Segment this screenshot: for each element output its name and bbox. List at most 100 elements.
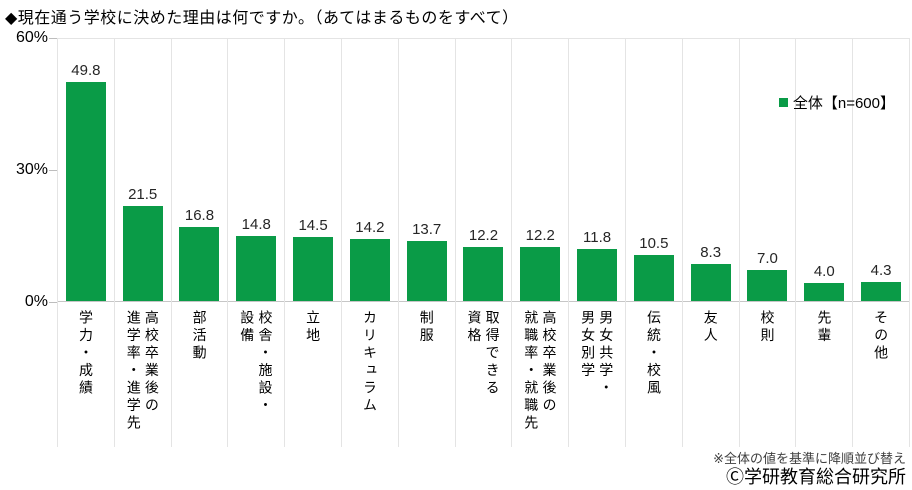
category-label-zone: 高校卒業後の 進学率・進学先 <box>115 302 171 446</box>
bar <box>293 237 334 301</box>
category-label-zone: カリキュラム <box>342 302 398 446</box>
category-column: 12.2 取得できる 資格 <box>455 38 513 447</box>
y-tick-0 <box>49 302 57 303</box>
bar-with-value: 8.3 <box>690 244 731 301</box>
category-label-zone: 男女共学・ 男女別学 <box>569 302 625 446</box>
category-label-zone: 友人 <box>683 302 739 446</box>
category-column: 13.7 制服 <box>398 38 456 447</box>
category-label-zone: 取得できる 資格 <box>456 302 512 446</box>
category-label-zone: 制服 <box>399 302 455 446</box>
bar <box>577 249 618 301</box>
value-label: 13.7 <box>412 221 442 238</box>
y-axis-label-60: 60% <box>15 29 48 46</box>
category-column: 16.8 部活動 <box>171 38 229 447</box>
category-label: 学力・成績 <box>77 310 94 398</box>
bar-zone: 12.2 <box>512 38 569 302</box>
bar-with-value: 12.2 <box>520 227 561 301</box>
bar <box>463 247 504 301</box>
category-column: 14.2 カリキュラム <box>341 38 399 447</box>
legend-label: 全体【n=600】 <box>792 95 895 112</box>
bar-zone: 13.7 <box>398 38 455 302</box>
category-column: 14.8 校舎・施設・ 設備 <box>228 38 286 447</box>
bar-zone: 14.5 <box>285 38 341 302</box>
bar <box>520 247 561 301</box>
bar <box>179 227 220 301</box>
category-label-zone: 立地 <box>285 302 341 446</box>
bar-with-value: 13.7 <box>406 221 447 301</box>
category-label: 部活動 <box>191 310 208 363</box>
value-label: 14.5 <box>298 217 328 234</box>
bar-zone: 4.0 <box>796 38 853 302</box>
bar-with-value: 4.0 <box>804 263 845 301</box>
category-label-zone: 校則 <box>740 302 796 446</box>
y-tick-60 <box>49 38 57 39</box>
category-column: 14.5 立地 <box>285 38 342 447</box>
bar <box>861 282 902 301</box>
bar <box>406 241 447 301</box>
category-label-zone: 高校卒業後の 就職率・就職先 <box>512 302 568 446</box>
category-label: 高校卒業後の 就職率・就職先 <box>523 310 558 433</box>
copyright-text: Ⓒ学研教育総合研究所 <box>726 467 906 487</box>
category-label-zone: 先輩 <box>796 302 852 446</box>
bar-zone: 11.8 <box>569 38 625 302</box>
bar-with-value: 49.8 <box>65 62 106 301</box>
category-label-zone: 部活動 <box>172 302 228 446</box>
value-label: 7.0 <box>757 250 778 267</box>
bar-with-value: 16.8 <box>179 207 220 301</box>
value-label: 12.2 <box>468 227 499 244</box>
category-label: カリキュラム <box>361 310 378 415</box>
bar <box>690 264 731 301</box>
value-label: 14.8 <box>241 216 271 233</box>
category-label-zone: その他 <box>853 302 909 446</box>
bar-zone: 7.0 <box>739 38 796 302</box>
bar-zone: 21.5 <box>114 38 171 302</box>
category-column: 21.5 高校卒業後の 進学率・進学先 <box>114 38 172 447</box>
category-label-zone: 校舎・施設・ 設備 <box>228 302 284 446</box>
value-label: 12.2 <box>525 227 555 244</box>
category-label-zone: 伝統・校風 <box>626 302 682 446</box>
plot-top-gridline <box>57 38 910 39</box>
category-label-zone: 学力・成績 <box>58 302 114 446</box>
bar-zone: 12.2 <box>455 38 512 302</box>
bar <box>747 270 788 301</box>
category-column: 49.8 学力・成績 <box>57 38 115 447</box>
category-label: 制服 <box>418 310 435 345</box>
bar-with-value: 21.5 <box>122 186 163 301</box>
value-label: 4.3 <box>870 262 892 279</box>
bar-with-value: 10.5 <box>633 235 674 301</box>
y-axis-label-0: 0% <box>24 293 48 310</box>
bar-with-value: 14.8 <box>236 216 277 301</box>
bar-with-value: 7.0 <box>747 250 788 301</box>
bar <box>65 82 106 301</box>
y-tick-30 <box>49 170 57 171</box>
category-column: 8.3 友人 <box>682 38 740 447</box>
bar <box>804 283 845 301</box>
category-column: 11.8 男女共学・ 男女別学 <box>569 38 626 447</box>
category-column: 4.0 先輩 <box>796 38 854 447</box>
bar-with-value: 14.2 <box>349 219 390 301</box>
sort-footnote: ※全体の値を基準に降順並び替え <box>713 451 906 466</box>
category-label: 校舎・施設・ 設備 <box>239 310 274 415</box>
value-label: 10.5 <box>639 235 669 252</box>
value-label: 14.2 <box>355 219 385 236</box>
y-axis-label-30: 30% <box>15 161 48 178</box>
value-label: 8.3 <box>700 244 722 261</box>
bar-with-value: 4.3 <box>861 262 902 301</box>
category-label: 友人 <box>702 310 719 345</box>
legend-swatch-icon <box>778 98 788 107</box>
bar-with-value: 14.5 <box>293 217 334 301</box>
category-label: 男女共学・ 男女別学 <box>580 310 615 398</box>
legend: 全体【n=600】 <box>778 92 895 113</box>
bar-zone: 8.3 <box>682 38 739 302</box>
bar-columns-container: 49.8 学力・成績 21.5 高校卒業後の 進学率・進学先 16.8 部活動 14.8 校舎… <box>57 38 910 447</box>
bar-with-value: 12.2 <box>463 227 504 301</box>
category-column: 7.0 校則 <box>739 38 797 447</box>
bar-zone: 16.8 <box>171 38 228 302</box>
category-label: 伝統・校風 <box>645 310 662 398</box>
category-label: 高校卒業後の 進学率・進学先 <box>125 310 160 433</box>
category-label: 先輩 <box>816 310 833 345</box>
category-column: 12.2 高校卒業後の 就職率・就職先 <box>512 38 570 447</box>
category-column: 4.3 その他 <box>853 38 910 447</box>
bar-zone: 14.8 <box>228 38 285 302</box>
